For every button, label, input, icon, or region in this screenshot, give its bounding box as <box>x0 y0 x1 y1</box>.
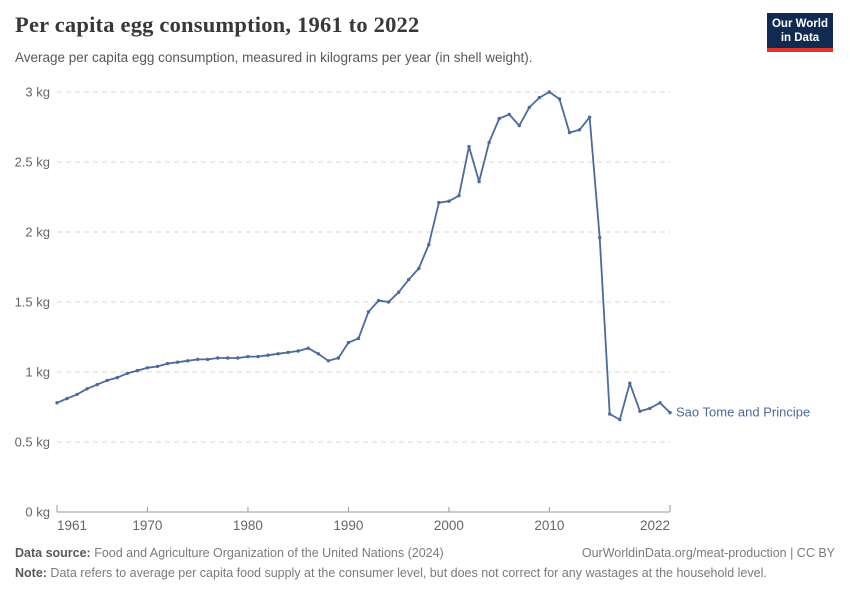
data-point-marker <box>386 300 391 304</box>
data-point-marker <box>587 115 592 119</box>
owid-logo[interactable]: Our World in Data <box>767 13 833 52</box>
data-point-marker <box>487 140 491 145</box>
data-point-marker <box>155 364 160 369</box>
data-point-marker <box>618 417 622 422</box>
data-point-marker <box>216 356 220 360</box>
data-point-marker <box>196 357 200 362</box>
data-point-marker <box>256 354 260 359</box>
data-point-marker <box>628 381 632 385</box>
data-point-marker <box>356 336 361 341</box>
data-point-marker <box>145 366 150 370</box>
line-chart[interactable]: 0 kg 0.5 kg 1 kg 1.5 kg 2 kg 2.5 kg 3 kg 1961 19… <box>0 80 850 540</box>
y-tick-label: 1.5 kg <box>15 295 50 310</box>
data-point-marker <box>266 353 270 357</box>
data-point-marker <box>206 357 210 362</box>
footer-note-label: Note: <box>15 566 47 580</box>
line-chart-svg[interactable]: 0 kg 0.5 kg 1 kg 1.5 kg 2 kg 2.5 kg 3 kg 1961 19… <box>0 80 850 540</box>
data-point-marker <box>65 396 69 401</box>
data-point-marker <box>376 298 381 303</box>
data-point-marker <box>296 349 300 353</box>
data-point-marker <box>457 193 461 198</box>
data-point-marker <box>236 356 240 360</box>
chart-footer: Data source: Food and Agriculture Organi… <box>0 546 850 580</box>
y-tick-label: 2 kg <box>25 225 50 240</box>
data-point-marker <box>577 128 582 132</box>
x-tick-label: 1980 <box>233 518 263 533</box>
data-point-marker <box>537 95 542 100</box>
data-point-marker <box>366 310 371 314</box>
x-tick-label: 1990 <box>333 518 363 533</box>
data-source-label: Data source: <box>15 546 91 560</box>
data-point-marker <box>165 361 170 366</box>
data-point-marker <box>447 199 451 203</box>
data-point-marker <box>598 235 602 240</box>
data-point-marker <box>417 266 421 271</box>
data-point-marker <box>437 200 441 205</box>
y-tick-label: 2.5 kg <box>15 155 50 170</box>
data-point-marker <box>557 97 562 101</box>
data-point-marker <box>105 378 109 383</box>
owid-logo-line2: in Data <box>780 32 820 44</box>
x-tick-label: 2010 <box>534 518 564 533</box>
series-line[interactable] <box>56 91 671 421</box>
data-point-marker <box>306 346 310 350</box>
data-point-marker <box>326 359 330 363</box>
x-tick-label: 1970 <box>132 518 162 533</box>
data-point-marker <box>286 350 290 355</box>
data-point-marker <box>135 368 140 373</box>
data-point-marker <box>336 356 341 360</box>
data-source: Data source: Food and Agriculture Organi… <box>15 546 444 560</box>
owid-logo-line1: Our World <box>771 18 828 30</box>
data-point-marker <box>527 105 531 110</box>
y-tick-label: 3 kg <box>25 85 50 100</box>
data-point-marker <box>567 130 572 135</box>
data-point-marker <box>608 412 612 416</box>
x-tick-label: 2000 <box>434 518 464 533</box>
y-tick-label: 0.5 kg <box>15 435 50 450</box>
data-point-marker <box>397 290 401 294</box>
data-point-marker <box>658 401 662 405</box>
data-point-marker <box>648 406 652 411</box>
data-point-marker <box>427 242 431 247</box>
data-point-marker <box>517 123 521 128</box>
data-point-marker <box>638 409 642 413</box>
page-title: Per capita egg consumption, 1961 to 2022 <box>15 12 420 37</box>
data-point-marker <box>276 352 280 356</box>
page-subtitle: Average per capita egg consumption, meas… <box>15 50 533 65</box>
data-point-marker <box>467 144 471 149</box>
data-point-marker <box>668 410 672 415</box>
data-point-marker <box>115 375 120 380</box>
data-point-marker <box>407 277 411 282</box>
y-tick-label: 1 kg <box>25 365 50 380</box>
x-tick-label: 1961 <box>57 518 87 533</box>
y-tick-label: 0 kg <box>25 505 50 520</box>
data-point-marker <box>346 340 351 345</box>
data-point-marker <box>125 371 129 376</box>
footer-note: Note: Data refers to average per capita … <box>0 566 850 580</box>
data-point-marker <box>497 116 501 121</box>
data-point-marker <box>507 112 511 117</box>
data-point-marker <box>75 392 79 397</box>
series-end-label[interactable]: Sao Tome and Principe <box>676 405 810 420</box>
data-point-marker <box>95 382 99 387</box>
data-point-marker <box>316 352 320 356</box>
footer-link[interactable]: OurWorldinData.org/meat-production | CC … <box>581 546 835 560</box>
data-point-marker <box>85 387 89 391</box>
data-point-marker <box>246 354 250 359</box>
data-point-marker <box>185 359 190 363</box>
data-point-marker <box>547 90 552 94</box>
data-source-text: Food and Agriculture Organization of the… <box>90 546 444 560</box>
data-point-marker <box>55 401 59 405</box>
footer-note-text: Data refers to average per capita food s… <box>46 566 767 580</box>
x-tick-label: 2022 <box>640 518 670 533</box>
data-point-marker <box>226 356 230 360</box>
data-point-marker <box>477 179 481 184</box>
data-point-marker <box>175 360 180 364</box>
